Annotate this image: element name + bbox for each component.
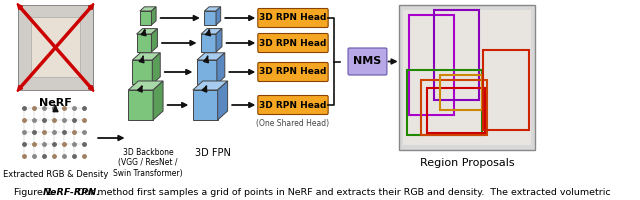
Polygon shape bbox=[140, 7, 156, 11]
Text: 3D Backbone
(VGG / ResNet /
Swin Transformer): 3D Backbone (VGG / ResNet / Swin Transfo… bbox=[113, 148, 183, 178]
Polygon shape bbox=[132, 60, 152, 84]
Polygon shape bbox=[132, 53, 160, 60]
Text: 3D RPN Head: 3D RPN Head bbox=[259, 68, 326, 76]
Polygon shape bbox=[193, 81, 228, 90]
Text: 3D FPN: 3D FPN bbox=[195, 148, 230, 158]
Bar bbox=[399, 5, 536, 150]
Text: Region Proposals: Region Proposals bbox=[420, 158, 515, 168]
Text: 3D RPN Head: 3D RPN Head bbox=[259, 100, 326, 110]
Text: Our method first samples a grid of points in NeRF and extracts their RGB and den: Our method first samples a grid of point… bbox=[74, 188, 611, 197]
Polygon shape bbox=[136, 34, 152, 52]
FancyBboxPatch shape bbox=[258, 33, 328, 52]
Polygon shape bbox=[218, 81, 228, 120]
Bar bbox=[427, 88, 485, 133]
Polygon shape bbox=[128, 81, 163, 90]
Polygon shape bbox=[152, 7, 156, 25]
Text: NeRF-RPN.: NeRF-RPN. bbox=[43, 188, 101, 197]
Polygon shape bbox=[201, 29, 222, 34]
Polygon shape bbox=[197, 53, 225, 60]
Bar bbox=[421, 80, 488, 135]
Polygon shape bbox=[201, 34, 216, 52]
FancyBboxPatch shape bbox=[258, 96, 328, 114]
Text: 3D RPN Head: 3D RPN Head bbox=[259, 14, 326, 22]
FancyBboxPatch shape bbox=[258, 62, 328, 82]
Polygon shape bbox=[136, 29, 157, 34]
Bar bbox=[440, 75, 482, 110]
FancyBboxPatch shape bbox=[258, 8, 328, 27]
Bar bbox=[407, 70, 482, 135]
Polygon shape bbox=[197, 60, 217, 84]
Polygon shape bbox=[216, 7, 221, 25]
Polygon shape bbox=[204, 7, 221, 11]
Polygon shape bbox=[152, 29, 157, 52]
Text: Figure 2.: Figure 2. bbox=[14, 188, 55, 197]
Text: Extracted RGB & Density: Extracted RGB & Density bbox=[3, 170, 108, 179]
Bar bbox=[483, 50, 529, 130]
Bar bbox=[409, 15, 454, 115]
Polygon shape bbox=[152, 53, 160, 84]
Polygon shape bbox=[128, 90, 153, 120]
Polygon shape bbox=[140, 11, 152, 25]
Polygon shape bbox=[193, 90, 218, 120]
Polygon shape bbox=[216, 29, 222, 52]
Text: NMS: NMS bbox=[353, 56, 381, 66]
Text: 3D RPN Head: 3D RPN Head bbox=[259, 38, 326, 47]
Polygon shape bbox=[153, 81, 163, 120]
Polygon shape bbox=[204, 11, 216, 25]
Text: NeRF: NeRF bbox=[39, 98, 72, 108]
Text: (One Shared Head): (One Shared Head) bbox=[257, 119, 330, 128]
Polygon shape bbox=[31, 17, 80, 77]
Bar bbox=[434, 10, 479, 100]
Bar bbox=[403, 10, 531, 145]
FancyBboxPatch shape bbox=[348, 48, 387, 75]
Polygon shape bbox=[217, 53, 225, 84]
Polygon shape bbox=[18, 5, 93, 90]
